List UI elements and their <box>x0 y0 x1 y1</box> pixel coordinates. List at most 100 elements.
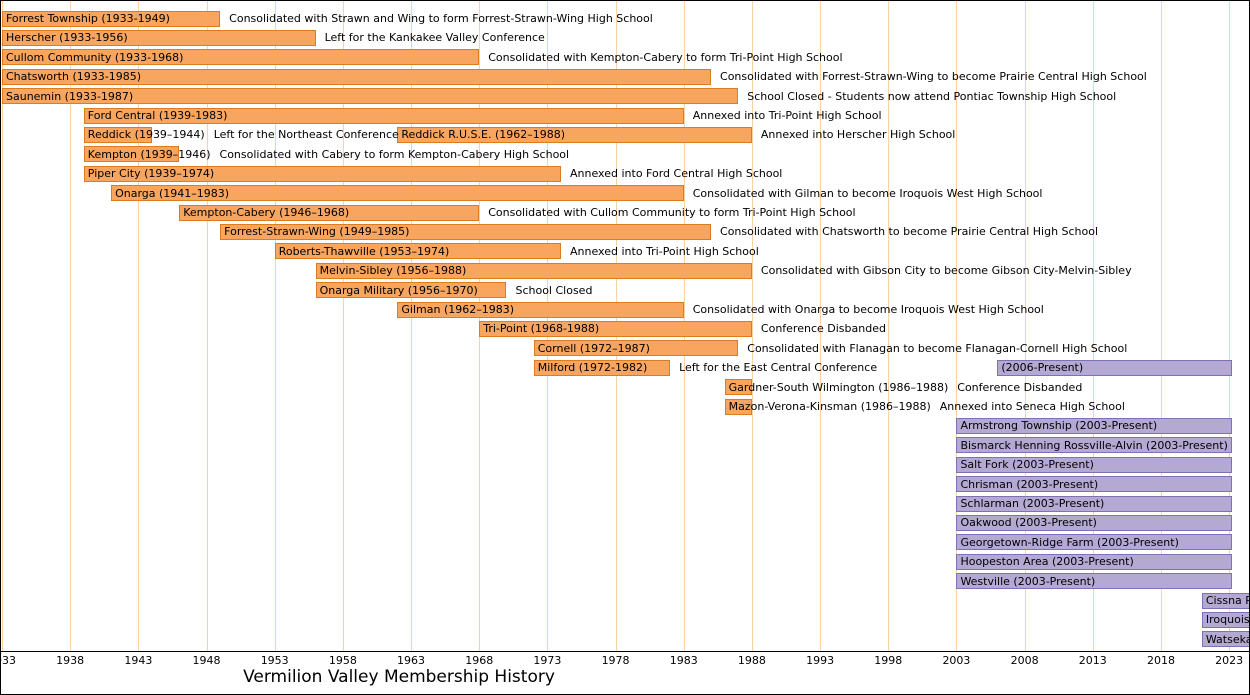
axis-tick-label: 1943 <box>124 654 153 667</box>
timeline-bar <box>2 10 221 27</box>
gridline <box>2 1 3 651</box>
timeline-row-text: Westville (2003-Present) <box>956 573 1231 589</box>
timeline-bar <box>220 223 712 240</box>
bar-note: Consolidated with Chatsworth to become P… <box>720 225 1099 239</box>
bar-note: Consolidated with Kempton-Cabery to form… <box>488 50 843 64</box>
timeline-bar <box>724 379 752 396</box>
axis-tick-label: 1938 <box>56 654 85 667</box>
timeline-row-text: Kempton-Cabery (1946–1968) Consolidated w… <box>179 205 855 221</box>
timeline-row-text: Herscher (1933-1956) Left for the Kankake… <box>2 30 545 46</box>
bar-note: Consolidated with Flanagan to become Fla… <box>747 341 1128 355</box>
bar-label: Onarga Military (1956–1970) <box>319 283 478 297</box>
bar-label: Melvin-Sibley (1956–1988) <box>319 264 467 278</box>
axis-tick-label: 2008 <box>1010 654 1039 667</box>
timeline-row-text: Kempton (1939–1946) Consolidated with Cab… <box>84 146 569 162</box>
timeline-bar <box>83 126 152 143</box>
bar-label: Armstrong Township (2003-Present) <box>960 419 1158 433</box>
timeline-row-text: Melvin-Sibley (1956–1988) Consolidated wi… <box>316 263 1132 279</box>
axis-tick-label: 1953 <box>260 654 289 667</box>
bar-note: Consolidated with Onarga to become Iroqu… <box>692 303 1044 316</box>
bar-note: Conference Disbanded <box>957 380 1083 394</box>
axis-tick-label: 1933 <box>1 654 16 667</box>
bar-label: Gardner-South Wilmington (1986–1988) <box>728 380 949 394</box>
timeline-bar <box>997 359 1232 376</box>
bar-note: Annexed into Tri-Point High School <box>570 244 759 258</box>
timeline-bar <box>956 456 1232 473</box>
timeline-bar <box>724 398 752 415</box>
gridline <box>70 1 72 651</box>
gridline <box>1160 1 1162 651</box>
timeline-row-text: Gardner-South Wilmington (1986–1988) Conf… <box>725 379 1083 395</box>
timeline-row-text: Tri-Point (1968-1988) Conference Disbande… <box>479 321 886 337</box>
timeline-bar <box>956 553 1232 570</box>
timeline-bar <box>956 534 1232 551</box>
axis-tick-label: 1993 <box>806 654 835 667</box>
bar-note: Left for the East Central Conference <box>679 361 878 375</box>
bar-label: Reddick R.U.S.E. (1962–1988) <box>401 128 566 142</box>
bar-note: Annexed into Seneca High School <box>939 400 1125 413</box>
bar-note: School Closed <box>515 283 593 297</box>
axis-tick-label: 2023 <box>1215 654 1244 667</box>
bar-label: Westville (2003-Present) <box>960 574 1096 588</box>
bar-label: Mazon-Verona-Kinsman (1986–1988) <box>728 400 931 413</box>
chart-title: Vermilion Valley Membership History <box>243 667 555 687</box>
bar-label: Milford (1972-1982) <box>537 361 648 375</box>
axis-tick-label: 1948 <box>192 654 221 667</box>
bar-label: Chatsworth (1933-1985) <box>6 70 142 84</box>
timeline-row-text: Milford (1972-1982) Left for the East Cen… <box>534 360 877 376</box>
timeline-bar <box>1201 592 1249 609</box>
bar-label: Cullom Community (1933-1968) <box>6 50 184 64</box>
timeline-bar <box>956 514 1232 531</box>
bar-label: Forrest Township (1933-1949) <box>6 12 170 25</box>
timeline-row-text: Cissna Park <box>1202 593 1249 609</box>
bar-note: Left for the Kankakee Valley Conference <box>324 31 545 45</box>
timeline-row-text: Reddick R.U.S.E. (1962–1988) Annexed into… <box>397 127 955 143</box>
timeline-bar <box>956 495 1232 512</box>
axis-tick-label: 1998 <box>874 654 903 667</box>
timeline-row-text: Onarga Military (1956–1970) School Closed <box>316 282 593 298</box>
bar-label: Georgetown-Ridge Farm (2003-Present) <box>960 535 1179 549</box>
bar-note: Consolidated with Cullom Community to fo… <box>488 206 856 219</box>
bar-label: Bismarck Henning Rossville-Alvin (2003-P… <box>960 438 1228 452</box>
axis-tick-label: 1978 <box>601 654 630 667</box>
bar-label: Onarga (1941–1983) <box>115 186 230 200</box>
timeline-row-text: Georgetown-Ridge Farm (2003-Present) <box>956 534 1231 550</box>
timeline-bar <box>111 185 684 202</box>
timeline-row-text: Onarga (1941–1983) Consolidated with Gilm… <box>111 185 1042 201</box>
gridline <box>411 1 413 651</box>
timeline-bar <box>956 437 1232 454</box>
timeline-bar <box>274 243 562 260</box>
timeline-row-text: Chatsworth (1933-1985) Consolidated with … <box>2 69 1147 85</box>
bar-label: Piper City (1939–1974) <box>87 167 215 181</box>
gridline <box>138 1 140 651</box>
x-axis-line <box>1 651 1249 652</box>
gridline <box>206 1 208 651</box>
bar-note: Annexed into Ford Central High School <box>570 167 783 181</box>
timeline-row-text: Mazon-Verona-Kinsman (1986–1988) Annexed … <box>725 399 1125 415</box>
axis-tick-label: 1963 <box>397 654 426 667</box>
timeline-bar <box>2 49 480 66</box>
bar-label: Herscher (1933-1956) <box>6 31 128 45</box>
timeline-row-text: Reddick (1939–1944) Left for the Northeas… <box>84 127 399 143</box>
gridline <box>1229 1 1231 651</box>
bar-label: Iroquois West <box>1205 613 1250 627</box>
timeline-row-text: Saunemin (1933-1987) School Closed - Stud… <box>2 88 1116 104</box>
bar-note: School Closed - Students now attend Pont… <box>747 89 1117 103</box>
timeline-row-text: Chrisman (2003-Present) <box>956 476 1231 492</box>
bar-label: (2006-Present) <box>1001 361 1084 375</box>
axis-tick-label: 1968 <box>465 654 494 667</box>
timeline-row-text: Cullom Community (1933-1968) Consolidated… <box>2 49 843 65</box>
axis-tick-label: 2003 <box>942 654 971 667</box>
axis-tick-label: 2018 <box>1146 654 1175 667</box>
bar-label: Schlarman (2003-Present) <box>960 497 1105 510</box>
timeline-row-text: Forrest Township (1933-1949) Consolidated… <box>2 11 653 27</box>
timeline-row-text: Watseka <box>1202 631 1249 647</box>
timeline-bar <box>956 476 1232 493</box>
gridline <box>342 1 344 651</box>
bar-label: Forrest-Strawn-Wing (1949–1985) <box>224 225 410 239</box>
axis-tick-label: 1973 <box>533 654 562 667</box>
timeline-bar <box>1201 611 1249 628</box>
timeline-bar <box>83 165 562 182</box>
timeline-row-text: Cornell (1972–1987) Consolidated with Fla… <box>534 340 1128 356</box>
